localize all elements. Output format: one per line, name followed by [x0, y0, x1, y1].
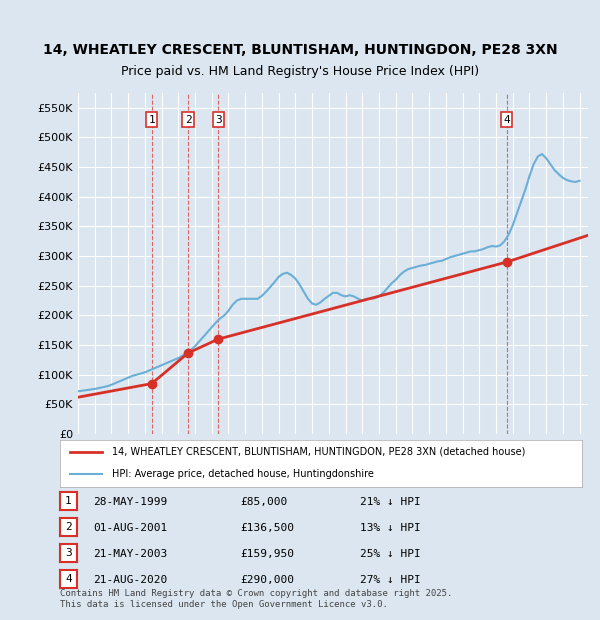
Text: 14, WHEATLEY CRESCENT, BLUNTISHAM, HUNTINGDON, PE28 3XN (detached house): 14, WHEATLEY CRESCENT, BLUNTISHAM, HUNTI… [112, 447, 526, 457]
Text: £159,950: £159,950 [240, 549, 294, 559]
Text: 28-MAY-1999: 28-MAY-1999 [93, 497, 167, 507]
Text: 21-MAY-2003: 21-MAY-2003 [93, 549, 167, 559]
Text: Price paid vs. HM Land Registry's House Price Index (HPI): Price paid vs. HM Land Registry's House … [121, 65, 479, 78]
Text: 25% ↓ HPI: 25% ↓ HPI [360, 549, 421, 559]
Text: 14, WHEATLEY CRESCENT, BLUNTISHAM, HUNTINGDON, PE28 3XN: 14, WHEATLEY CRESCENT, BLUNTISHAM, HUNTI… [43, 43, 557, 56]
Text: 21% ↓ HPI: 21% ↓ HPI [360, 497, 421, 507]
Text: 1: 1 [65, 496, 72, 506]
Text: £136,500: £136,500 [240, 523, 294, 533]
Text: 4: 4 [65, 574, 72, 584]
Text: 01-AUG-2001: 01-AUG-2001 [93, 523, 167, 533]
Text: 4: 4 [503, 115, 510, 125]
Text: 13% ↓ HPI: 13% ↓ HPI [360, 523, 421, 533]
Text: HPI: Average price, detached house, Huntingdonshire: HPI: Average price, detached house, Hunt… [112, 469, 374, 479]
Text: £290,000: £290,000 [240, 575, 294, 585]
Text: 3: 3 [215, 115, 221, 125]
Text: 2: 2 [185, 115, 191, 125]
Text: £85,000: £85,000 [240, 497, 287, 507]
Text: 2: 2 [65, 522, 72, 532]
Text: 3: 3 [65, 548, 72, 558]
Text: Contains HM Land Registry data © Crown copyright and database right 2025.
This d: Contains HM Land Registry data © Crown c… [60, 590, 452, 609]
Text: 27% ↓ HPI: 27% ↓ HPI [360, 575, 421, 585]
Text: 21-AUG-2020: 21-AUG-2020 [93, 575, 167, 585]
Text: 1: 1 [148, 115, 155, 125]
